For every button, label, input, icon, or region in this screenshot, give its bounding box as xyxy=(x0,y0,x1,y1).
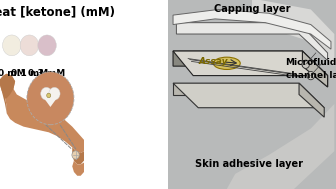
Polygon shape xyxy=(176,23,328,60)
Circle shape xyxy=(27,72,74,125)
Text: 0.3 mM: 0.3 mM xyxy=(29,69,66,78)
Polygon shape xyxy=(252,0,334,66)
Circle shape xyxy=(72,151,79,159)
Ellipse shape xyxy=(213,57,240,70)
Text: Sweat [ketone] (mM): Sweat [ketone] (mM) xyxy=(0,6,115,19)
Polygon shape xyxy=(173,9,331,49)
Text: 0 mM: 0 mM xyxy=(0,69,26,78)
Circle shape xyxy=(302,60,309,68)
Polygon shape xyxy=(41,94,60,107)
Polygon shape xyxy=(302,51,328,87)
Circle shape xyxy=(3,35,21,56)
Text: 0.1 mM: 0.1 mM xyxy=(11,69,48,78)
Text: Skin adhesive layer: Skin adhesive layer xyxy=(195,160,303,169)
Polygon shape xyxy=(0,74,15,113)
Circle shape xyxy=(20,35,39,56)
Circle shape xyxy=(38,35,56,56)
Polygon shape xyxy=(299,83,324,117)
Polygon shape xyxy=(72,161,84,176)
Polygon shape xyxy=(173,83,299,94)
Circle shape xyxy=(49,87,60,100)
Text: Assay: Assay xyxy=(199,57,228,66)
Circle shape xyxy=(47,93,51,98)
Text: Capping layer: Capping layer xyxy=(214,5,290,14)
Text: Microfluidic: Microfluidic xyxy=(286,58,336,67)
Polygon shape xyxy=(227,104,334,189)
Circle shape xyxy=(41,87,52,100)
Polygon shape xyxy=(173,51,328,76)
Circle shape xyxy=(307,71,314,80)
FancyBboxPatch shape xyxy=(168,0,336,189)
Polygon shape xyxy=(173,51,328,87)
Polygon shape xyxy=(173,83,324,108)
Polygon shape xyxy=(72,147,84,164)
Text: channel layer: channel layer xyxy=(286,71,336,80)
Polygon shape xyxy=(0,74,84,153)
